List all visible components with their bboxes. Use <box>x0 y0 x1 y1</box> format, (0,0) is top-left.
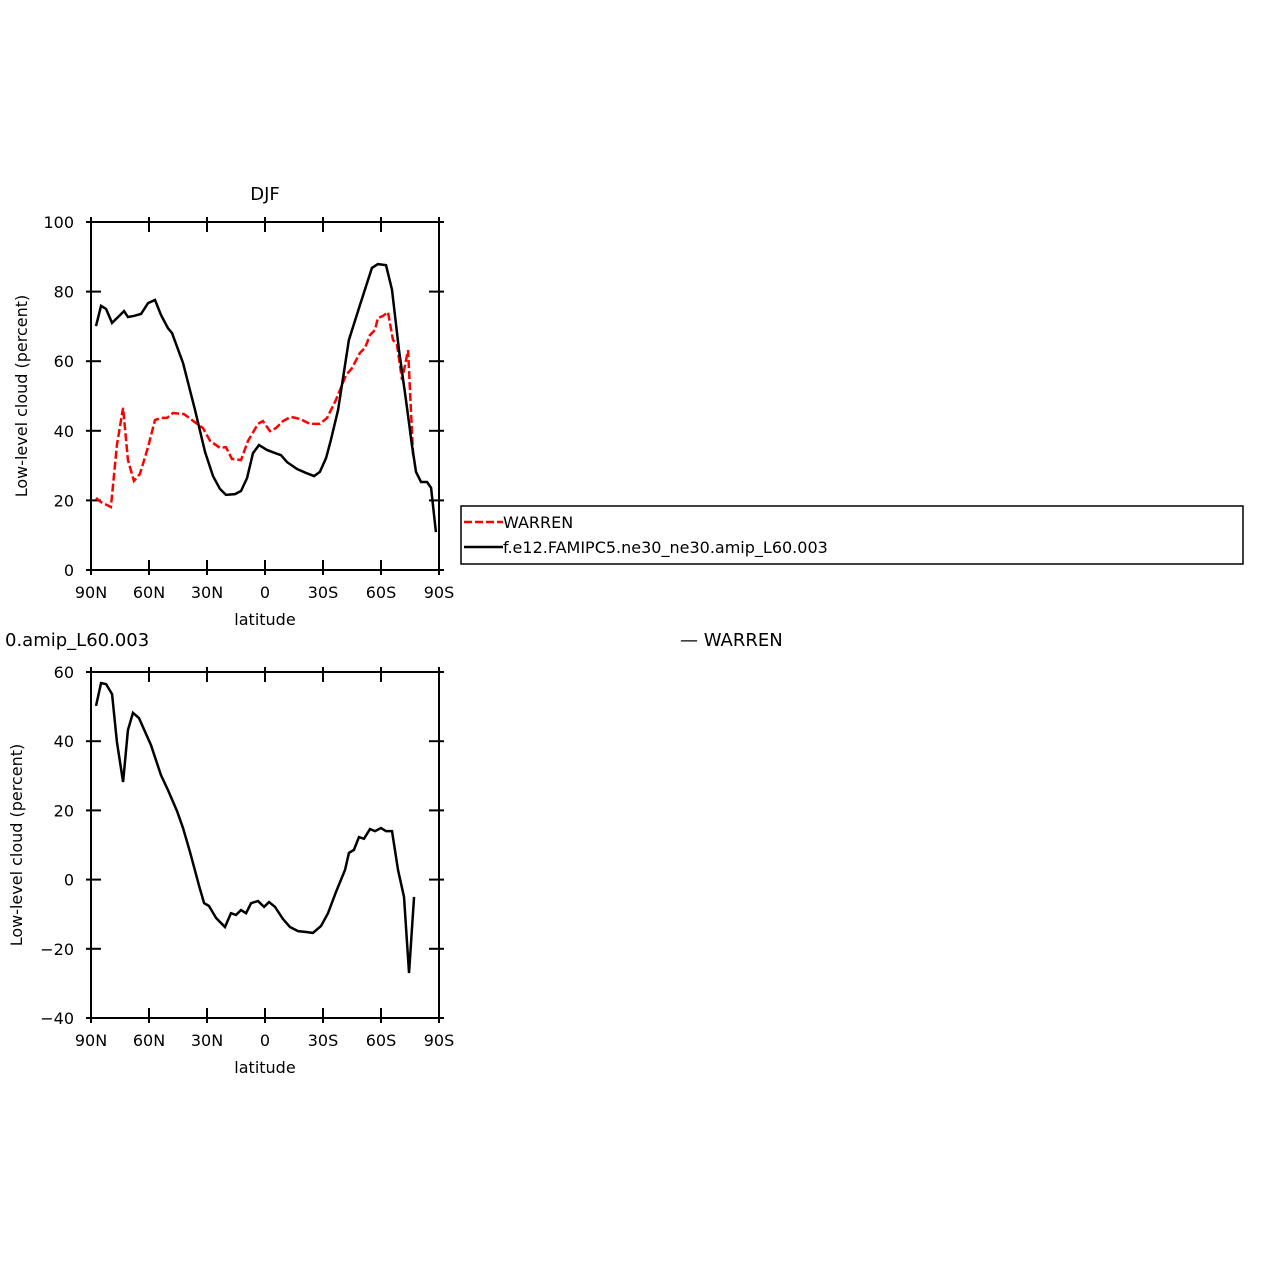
legend-label: WARREN <box>503 513 573 532</box>
data-line <box>94 262 438 533</box>
data-line <box>94 681 416 974</box>
x-tick-label: 60S <box>366 583 397 602</box>
y-tick-label: 60 <box>54 352 74 371</box>
chart-title: DJF <box>250 184 280 205</box>
x-axis-label: latitude <box>234 610 295 629</box>
x-tick-label: 60N <box>133 583 165 602</box>
legend-label: f.e12.FAMIPC5.ne30_ne30.amip_L60.003 <box>503 538 828 558</box>
x-tick-label: 0 <box>260 1031 270 1050</box>
x-tick-label: 30S <box>308 583 339 602</box>
x-tick-label: 60N <box>133 1031 165 1050</box>
x-tick-label: 0 <box>260 583 270 602</box>
chart-title-left: 0.amip_L60.003 <box>5 630 149 651</box>
x-tick-label: 90N <box>75 1031 107 1050</box>
y-tick-label: 0 <box>64 871 74 890</box>
y-axis-label: Low-level cloud (percent) <box>12 295 31 498</box>
x-tick-label: 30N <box>191 583 223 602</box>
chart-title-right: — WARREN <box>680 630 783 651</box>
y-tick-label: 40 <box>54 732 74 751</box>
x-tick-label: 90S <box>424 1031 455 1050</box>
y-tick-label: 20 <box>54 491 74 510</box>
y-tick-label: 0 <box>64 561 74 580</box>
x-axis-label: latitude <box>234 1058 295 1077</box>
x-tick-label: 30S <box>308 1031 339 1050</box>
y-tick-label: −40 <box>40 1009 74 1028</box>
y-tick-label: −20 <box>40 940 74 959</box>
x-tick-label: 30N <box>191 1031 223 1050</box>
x-tick-label: 90S <box>424 583 455 602</box>
legend-box <box>460 505 1244 565</box>
y-axis-label: Low-level cloud (percent) <box>7 744 26 947</box>
y-tick-label: 60 <box>54 663 74 682</box>
y-tick-label: 80 <box>54 283 74 302</box>
y-tick-label: 40 <box>54 422 74 441</box>
x-tick-label: 60S <box>366 1031 397 1050</box>
data-line <box>95 309 415 509</box>
y-tick-label: 100 <box>43 213 74 232</box>
y-tick-label: 20 <box>54 801 74 820</box>
x-tick-label: 90N <box>75 583 107 602</box>
